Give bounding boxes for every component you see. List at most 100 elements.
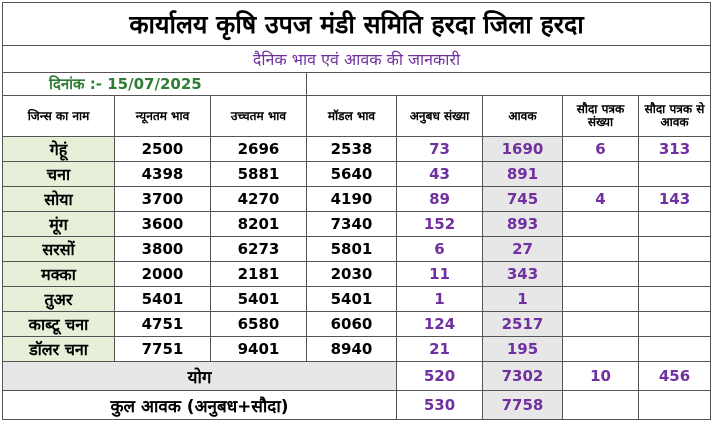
col-header-sauda-count: सौदा पत्रक संख्या	[562, 95, 639, 137]
cell-max-rate: 8201	[210, 211, 307, 237]
cell-max-rate: 5401	[210, 286, 307, 312]
cell-model-rate: 5640	[306, 161, 397, 187]
cell-commodity-name: मक्का	[2, 261, 115, 287]
cell-model-rate: 7340	[306, 211, 397, 237]
cell-arrival: 1	[482, 286, 563, 312]
cell-sauda-arrival: 143	[637, 186, 712, 212]
cell-anubandh-count: 43	[396, 161, 483, 187]
cell-min-rate: 3700	[114, 186, 211, 212]
cell-sauda-count	[562, 311, 639, 337]
cell-model-rate: 5401	[306, 286, 397, 312]
total-anubandh: 520	[396, 361, 483, 391]
cell-model-rate: 2538	[306, 136, 397, 162]
total-sauda-arrival: 456	[637, 361, 712, 391]
date-label: दिनांक :- 15/07/2025	[2, 72, 307, 96]
cell-max-rate: 5881	[210, 161, 307, 187]
cell-min-rate: 2500	[114, 136, 211, 162]
cell-max-rate: 2696	[210, 136, 307, 162]
table-row: गेहूं 2500 2696 2538 73 1690 6 313	[2, 136, 712, 162]
cell-arrival: 891	[482, 161, 563, 187]
cell-max-rate: 4270	[210, 186, 307, 212]
rate-table: कार्यालय कृषि उपज मंडी समिति हरदा जिला ह…	[1, 2, 712, 420]
cell-sauda-arrival	[637, 161, 712, 187]
grand-total-blank-2	[637, 390, 712, 420]
col-header-arrival: आवक	[482, 95, 563, 137]
cell-commodity-name: सोया	[2, 186, 115, 212]
cell-min-rate: 3600	[114, 211, 211, 237]
cell-max-rate: 2181	[210, 261, 307, 287]
cell-commodity-name: गेहूं	[2, 136, 115, 162]
total-row: योग 520 7302 10 456	[2, 361, 712, 391]
page-title: कार्यालय कृषि उपज मंडी समिति हरदा जिला ह…	[1, 2, 712, 46]
cell-arrival: 893	[482, 211, 563, 237]
total-label: योग	[2, 361, 397, 391]
cell-commodity-name: मूंग	[2, 211, 115, 237]
table-row: मूंग 3600 8201 7340 152 893	[2, 211, 712, 237]
cell-sauda-count	[562, 286, 639, 312]
cell-max-rate: 9401	[210, 336, 307, 362]
cell-sauda-count: 4	[562, 186, 639, 212]
header-row: जिन्स का नाम न्यूनतम भाव उच्चतम भाव मॉडल…	[2, 95, 712, 137]
table-row: तुअर 5401 5401 5401 1 1	[2, 286, 712, 312]
table-row: काब्टू चना 4751 6580 6060 124 2517	[2, 311, 712, 337]
cell-sauda-count	[562, 236, 639, 262]
cell-min-rate: 5401	[114, 286, 211, 312]
cell-arrival: 1690	[482, 136, 563, 162]
cell-min-rate: 4751	[114, 311, 211, 337]
cell-sauda-count: 6	[562, 136, 639, 162]
cell-model-rate: 2030	[306, 261, 397, 287]
cell-anubandh-count: 11	[396, 261, 483, 287]
cell-anubandh-count: 73	[396, 136, 483, 162]
cell-anubandh-count: 1	[396, 286, 483, 312]
cell-commodity-name: डॉलर चना	[2, 336, 115, 362]
cell-model-rate: 6060	[306, 311, 397, 337]
table-row: सरसों 3800 6273 5801 6 27	[2, 236, 712, 262]
cell-min-rate: 7751	[114, 336, 211, 362]
cell-arrival: 27	[482, 236, 563, 262]
page-subtitle: दैनिक भाव एवं आवक की जानकारी	[1, 45, 712, 73]
cell-anubandh-count: 152	[396, 211, 483, 237]
grand-total-row: कुल आवक (अनुबध+सौदा) 530 7758	[2, 390, 712, 420]
cell-min-rate: 3800	[114, 236, 211, 262]
col-header-min-rate: न्यूनतम भाव	[114, 95, 211, 137]
cell-commodity-name: काब्टू चना	[2, 311, 115, 337]
cell-arrival: 343	[482, 261, 563, 287]
col-header-max-rate: उच्चतम भाव	[210, 95, 307, 137]
cell-max-rate: 6580	[210, 311, 307, 337]
cell-sauda-arrival	[637, 311, 712, 337]
cell-sauda-arrival	[637, 261, 712, 287]
grand-total-label: कुल आवक (अनुबध+सौदा)	[2, 390, 397, 420]
cell-sauda-count	[562, 211, 639, 237]
cell-sauda-count	[562, 336, 639, 362]
cell-sauda-arrival	[637, 286, 712, 312]
col-header-anubandh-count: अनुबध संख्या	[396, 95, 483, 137]
cell-commodity-name: सरसों	[2, 236, 115, 262]
cell-anubandh-count: 6	[396, 236, 483, 262]
grand-total-anubandh: 530	[396, 390, 483, 420]
cell-arrival: 745	[482, 186, 563, 212]
cell-model-rate: 5801	[306, 236, 397, 262]
cell-commodity-name: चना	[2, 161, 115, 187]
cell-model-rate: 4190	[306, 186, 397, 212]
cell-anubandh-count: 89	[396, 186, 483, 212]
cell-arrival: 2517	[482, 311, 563, 337]
cell-model-rate: 8940	[306, 336, 397, 362]
table-row: सोया 3700 4270 4190 89 745 4 143	[2, 186, 712, 212]
cell-sauda-count	[562, 161, 639, 187]
col-header-sauda-arrival: सौदा पत्रक से आवक	[637, 95, 712, 137]
cell-min-rate: 4398	[114, 161, 211, 187]
cell-min-rate: 2000	[114, 261, 211, 287]
col-header-model-rate: मॉडल भाव	[306, 95, 397, 137]
cell-sauda-arrival	[637, 211, 712, 237]
table-row: चना 4398 5881 5640 43 891	[2, 161, 712, 187]
cell-commodity-name: तुअर	[2, 286, 115, 312]
cell-sauda-arrival: 313	[637, 136, 712, 162]
cell-anubandh-count: 124	[396, 311, 483, 337]
table-row: डॉलर चना 7751 9401 8940 21 195	[2, 336, 712, 362]
cell-anubandh-count: 21	[396, 336, 483, 362]
date-row-blank	[305, 72, 712, 96]
col-header-commodity: जिन्स का नाम	[2, 95, 115, 137]
cell-arrival: 195	[482, 336, 563, 362]
cell-sauda-count	[562, 261, 639, 287]
